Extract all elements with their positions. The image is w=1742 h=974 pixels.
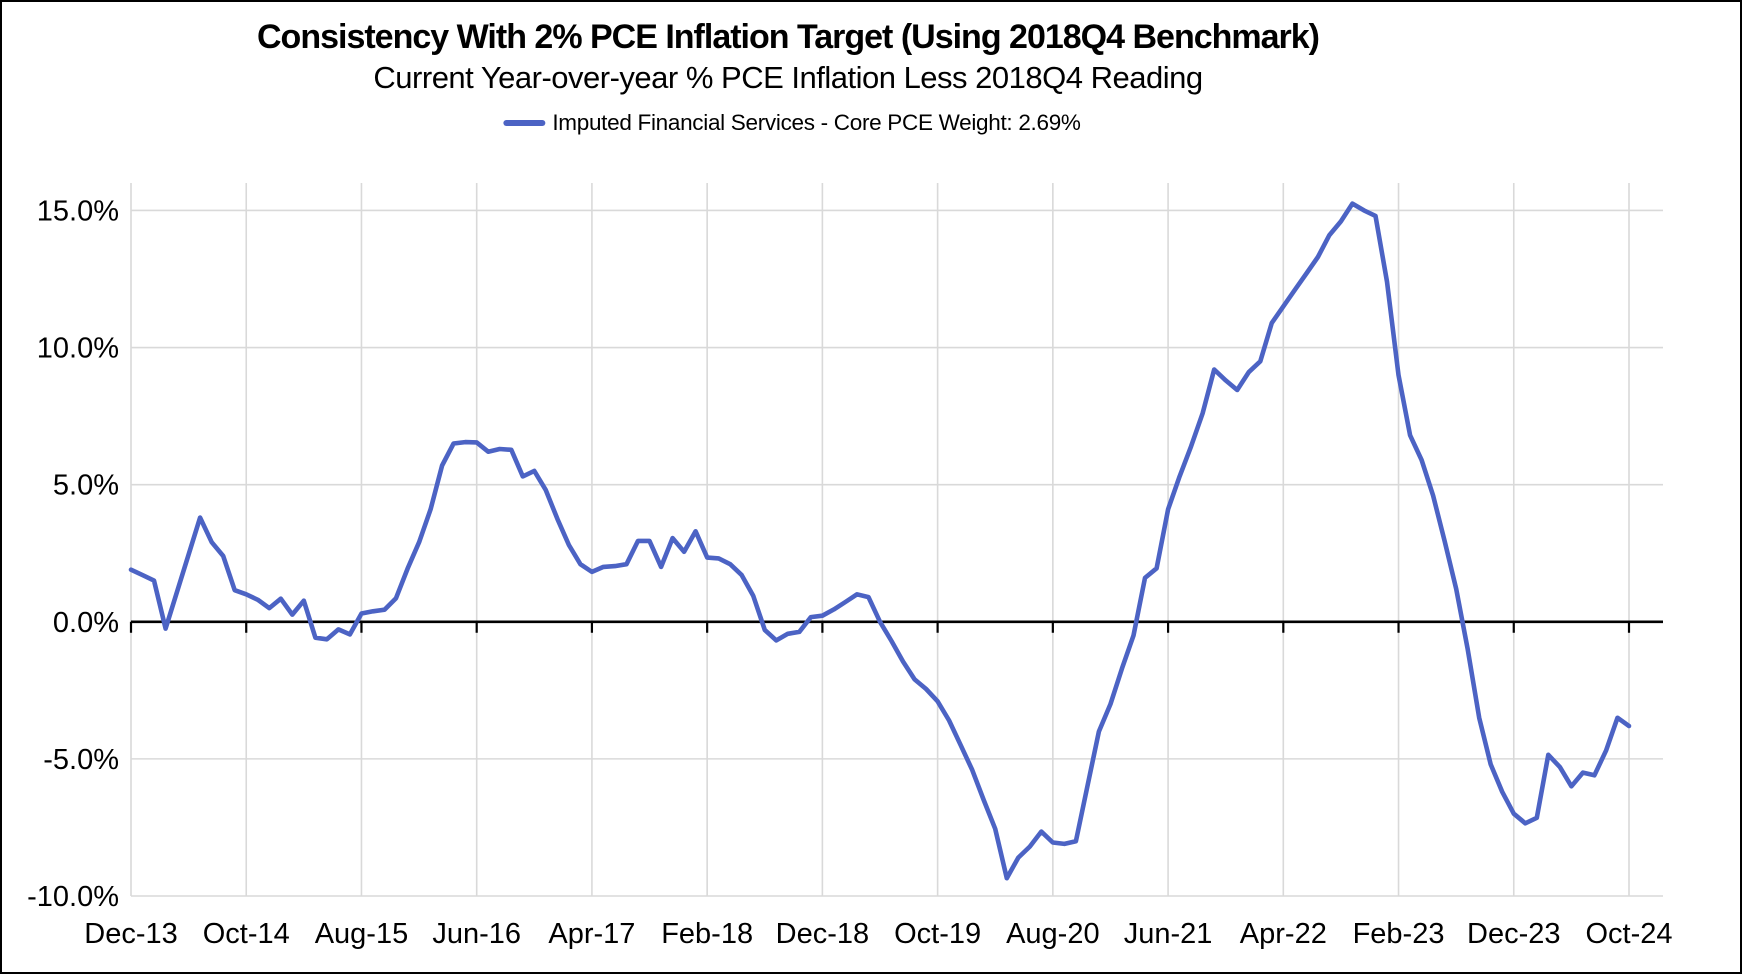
x-gridlines (130, 183, 1630, 896)
chart-subtitle: Current Year-over-year % PCE Inflation L… (373, 60, 1203, 95)
y-tick-label: -5.0% (43, 744, 119, 776)
x-tick-label: Oct-19 (894, 918, 981, 950)
x-tick-label: Dec-23 (1467, 918, 1561, 950)
y-tick-label: 10.0% (37, 333, 119, 365)
x-tick-label: Oct-24 (1585, 918, 1672, 950)
x-axis-labels: Dec-13 Oct-14 Aug-15 Jun-16 Apr-17 Feb-18 Dec-… (84, 918, 1672, 950)
x-tick-label: Jun-21 (1124, 918, 1213, 950)
y-tick-label: 15.0% (37, 195, 119, 227)
y-axis-labels: 15.0% 10.0% 5.0% 0.0% -5.0% -10.0% (27, 195, 119, 913)
x-tick-label: Feb-23 (1353, 918, 1445, 950)
legend: Imputed Financial Services - Core PCE We… (503, 110, 1081, 136)
x-tick-label: Dec-13 (84, 918, 178, 950)
x-tick-label: Dec-18 (776, 918, 870, 950)
x-tick-label: Aug-15 (315, 918, 409, 950)
x-tick-label: Apr-22 (1240, 918, 1327, 950)
y-tick-label: 5.0% (53, 470, 119, 502)
y-gridlines (131, 209, 1663, 897)
x-tick-label: Jun-16 (432, 918, 521, 950)
chart-title: Consistency With 2% PCE Inflation Target… (257, 18, 1320, 56)
x-tick-label: Feb-18 (661, 918, 753, 950)
y-tick-label: 0.0% (53, 607, 119, 639)
x-tick-label: Apr-17 (548, 918, 635, 950)
y-tick-label: -10.0% (27, 881, 119, 913)
x-tick-label: Oct-14 (203, 918, 290, 950)
series-line (128, 201, 1632, 881)
legend-label: Imputed Financial Services - Core PCE We… (552, 110, 1081, 135)
legend-line-marker (503, 120, 546, 126)
zero-axis (129, 620, 1663, 633)
x-tick-label: Aug-20 (1006, 918, 1100, 950)
